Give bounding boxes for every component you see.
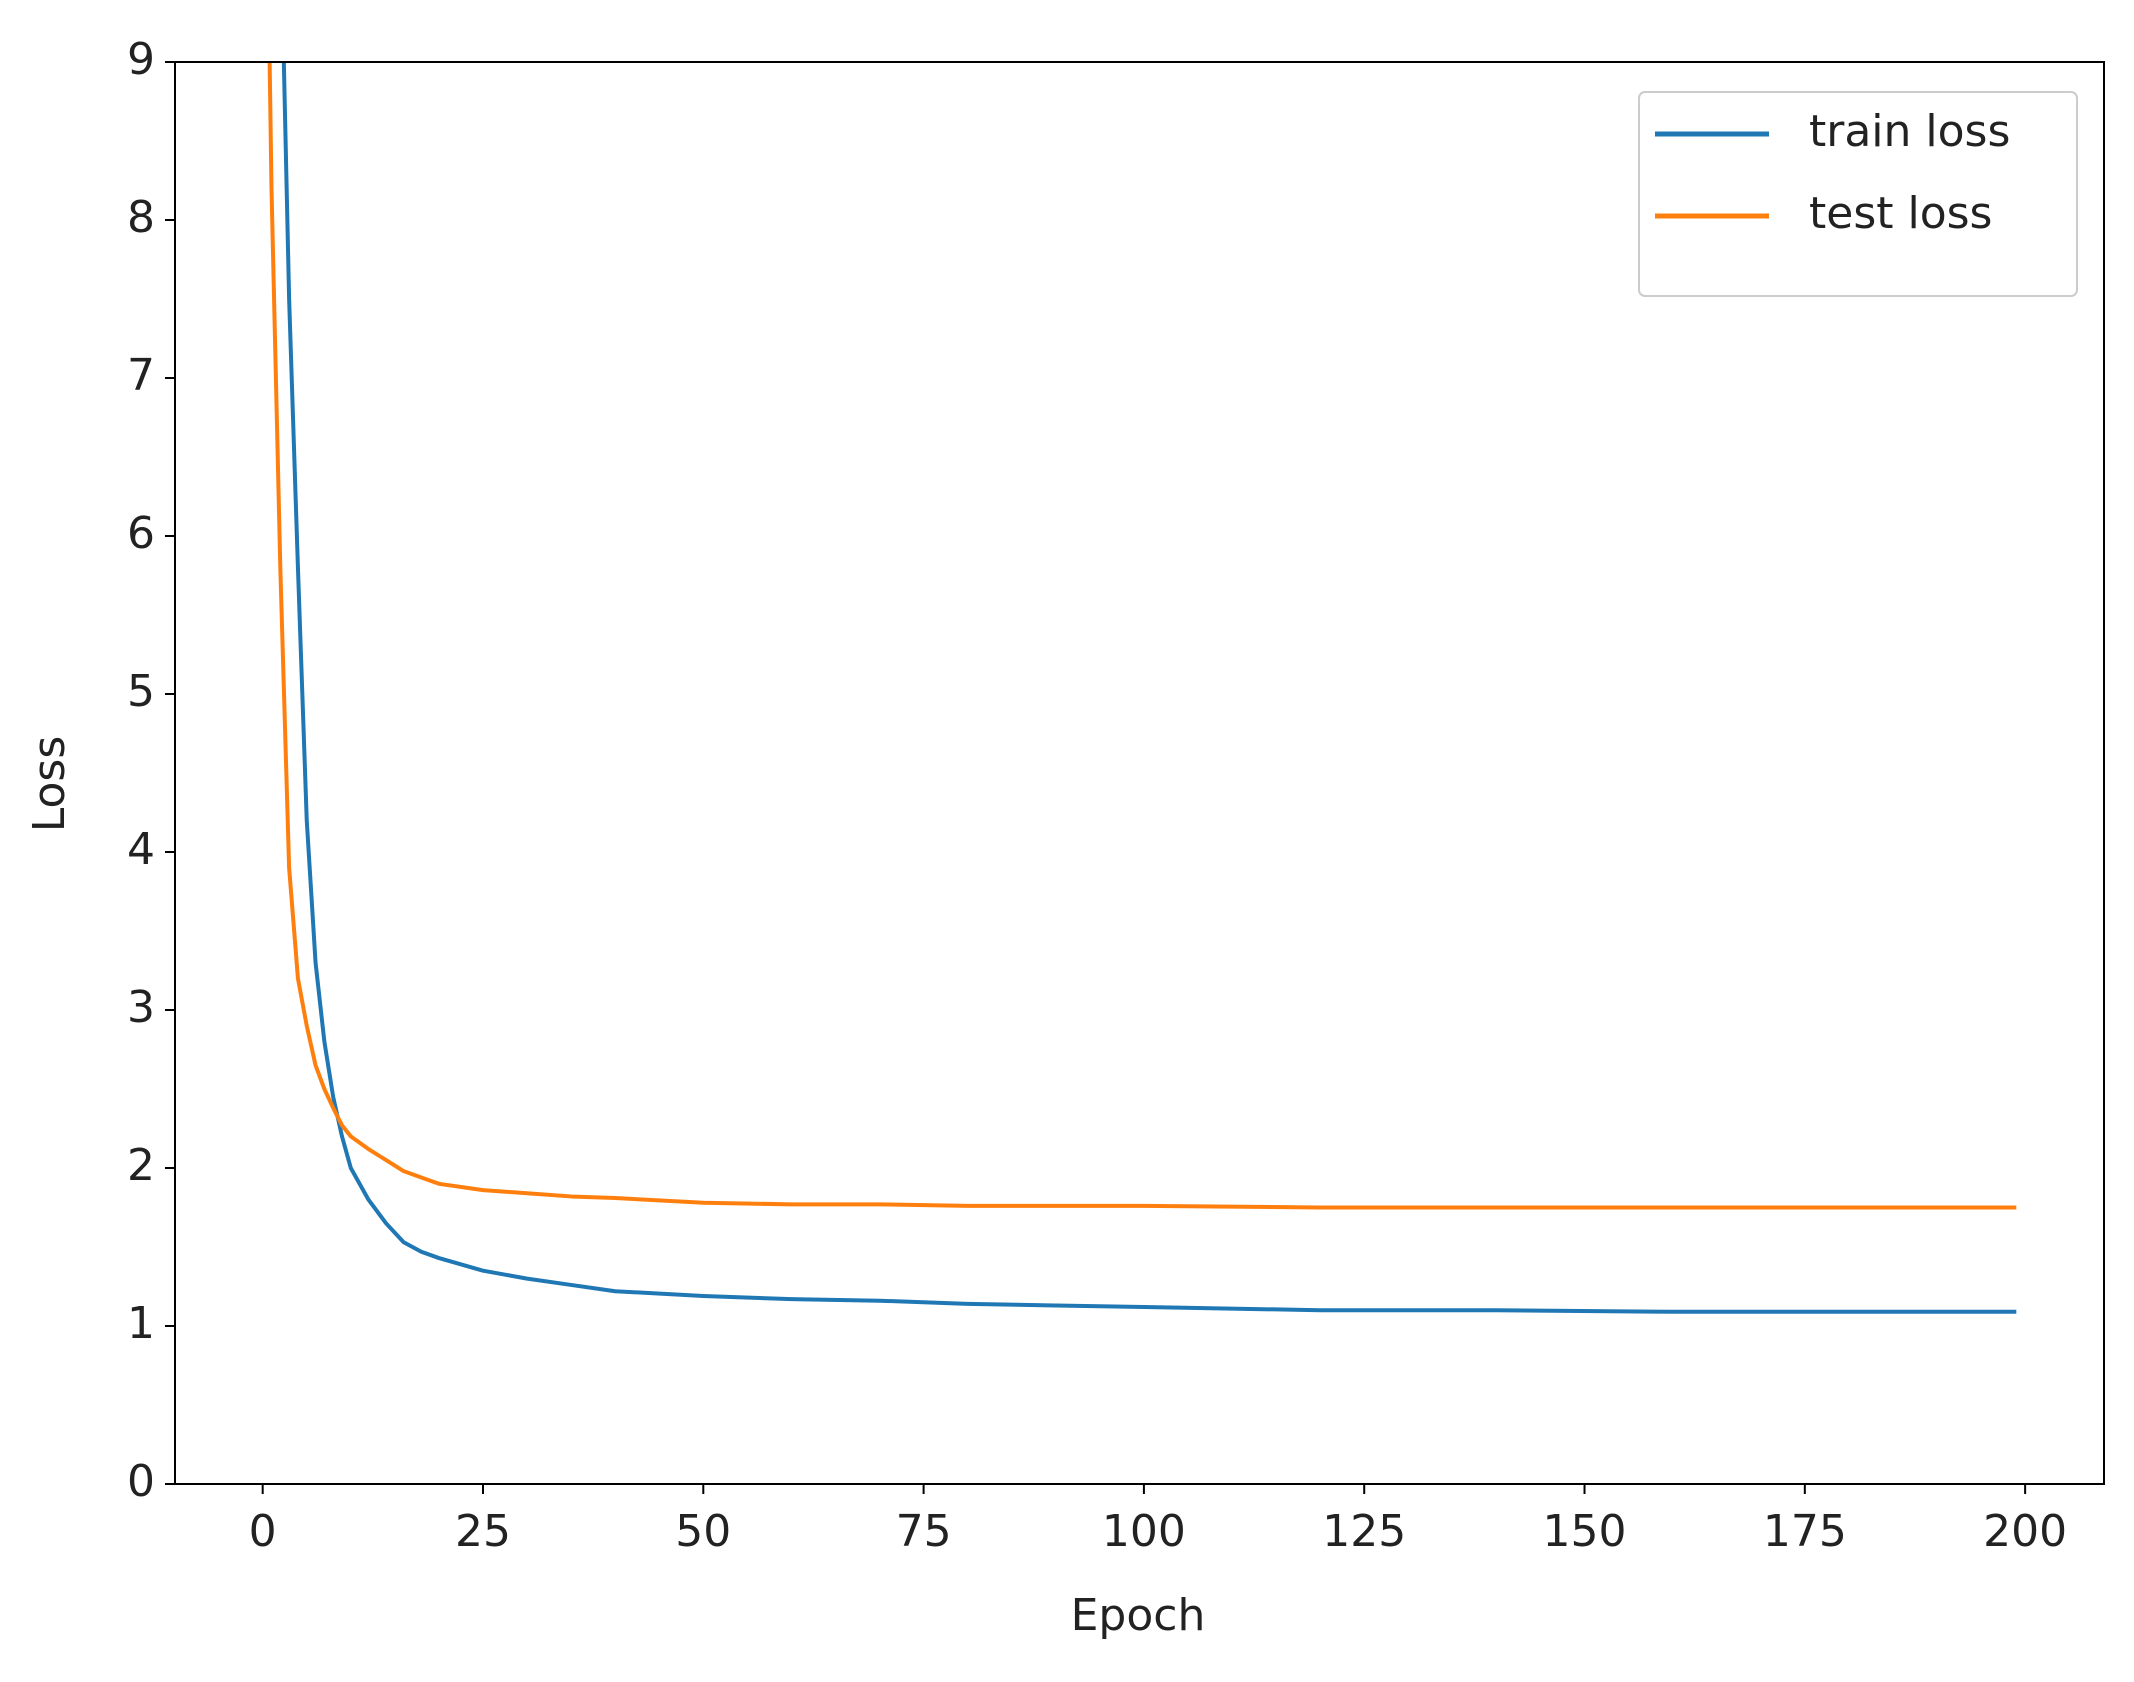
y-tick-label: 1: [127, 1298, 155, 1349]
x-tick-label: 100: [1102, 1506, 1186, 1557]
x-tick-label: 75: [896, 1506, 952, 1557]
axes-frame: [174, 61, 2105, 1485]
y-tick-label: 8: [127, 192, 155, 243]
x-tick-label: 175: [1763, 1506, 1847, 1557]
legend-label: train loss: [1809, 106, 2010, 157]
y-tick-label: 9: [127, 34, 155, 85]
y-tick-label: 7: [127, 350, 155, 401]
x-tick-label: 50: [675, 1506, 731, 1557]
y-tick-label: 3: [127, 982, 155, 1033]
y-tick-label: 5: [127, 666, 155, 717]
line-series: [281, 62, 2017, 1314]
y-axis-label: Loss: [24, 736, 75, 833]
x-tick-label: 200: [1983, 1506, 2067, 1557]
x-tick-label: 25: [455, 1506, 511, 1557]
legend-box: [1638, 91, 2078, 297]
y-tick-label: 0: [127, 1456, 155, 1507]
x-tick-label: 125: [1322, 1506, 1406, 1557]
x-tick-label: 0: [249, 1506, 277, 1557]
x-tick-label: 150: [1543, 1506, 1627, 1557]
legend-label: test loss: [1809, 188, 1992, 239]
line-series: [267, 62, 2017, 1210]
y-tick-label: 4: [127, 824, 155, 875]
x-axis-label: Epoch: [1071, 1590, 1206, 1641]
y-tick-label: 2: [127, 1140, 155, 1191]
plot-area: [267, 62, 2017, 1314]
y-tick-label: 6: [127, 508, 155, 559]
